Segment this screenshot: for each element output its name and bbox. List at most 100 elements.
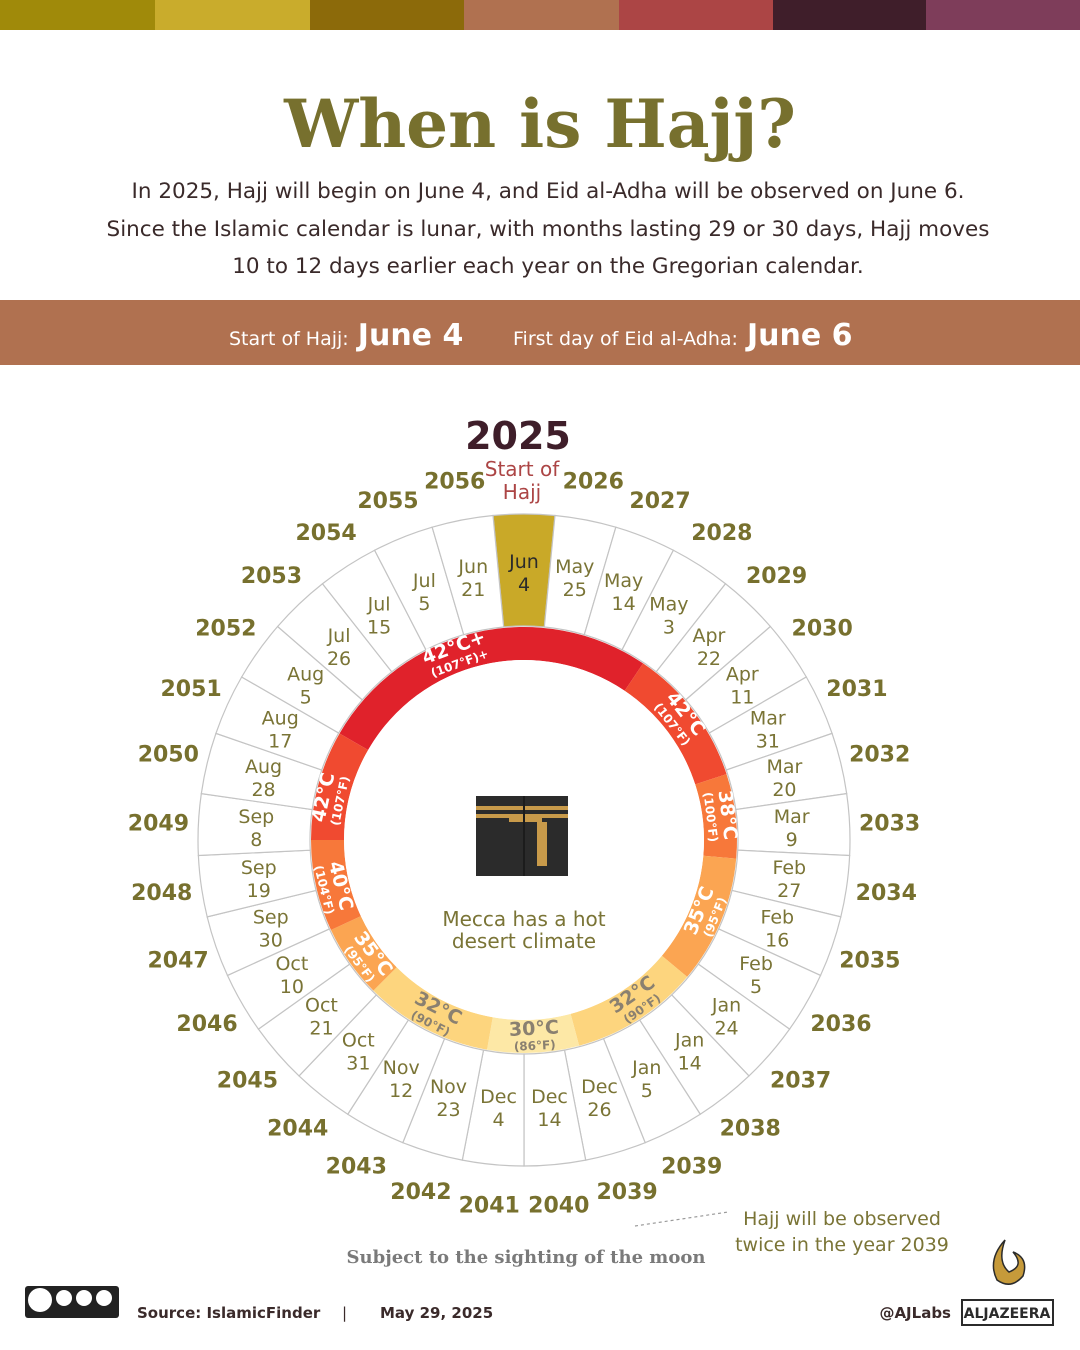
wheel: Jun4May252026May142027May32028Apr222029A… <box>128 470 920 1219</box>
segment-day: 8 <box>250 829 262 851</box>
temperature-band <box>624 663 727 785</box>
annotation: twice in the year 2039 <box>735 1234 949 1256</box>
temperature-celsius: 30°C <box>508 1016 559 1041</box>
segment-day: 14 <box>537 1109 561 1131</box>
year-label: 2048 <box>131 881 192 906</box>
segment-day: 4 <box>518 574 530 596</box>
annotation: Hajj will be observed <box>743 1208 941 1230</box>
segment-day: 5 <box>750 976 762 998</box>
temperature-fahrenheit: (86°F) <box>514 1038 557 1054</box>
segment-day: 26 <box>327 648 351 670</box>
segment-month: Nov <box>383 1057 420 1079</box>
banner-start: Start of Hajj: June 4 <box>229 318 463 353</box>
segment-month: Feb <box>760 907 794 929</box>
segment-day: 5 <box>418 593 430 615</box>
segment-day: 14 <box>612 593 636 615</box>
banner-date: June 4 <box>356 318 464 353</box>
description-line: In 2025, Hajj will begin on June 4, and … <box>132 179 965 204</box>
segment-day: 15 <box>367 617 391 639</box>
year-label: 2053 <box>241 564 302 589</box>
segment-day: 16 <box>765 930 789 952</box>
segment-day: 14 <box>678 1053 702 1075</box>
segment-month: Feb <box>772 857 806 879</box>
temperature-band <box>311 733 369 840</box>
cc-license-icon <box>25 1286 119 1318</box>
year-label: 2046 <box>176 1012 237 1037</box>
year-label: 2056 <box>424 470 485 495</box>
separator: | <box>342 1304 347 1322</box>
year-label: 2045 <box>217 1069 278 1094</box>
segment-month: May <box>604 570 643 592</box>
segment-day: 31 <box>346 1053 370 1075</box>
description-line: 10 to 12 days earlier each year on the G… <box>232 254 864 279</box>
segment-month: Mar <box>750 708 786 730</box>
segment-day: 23 <box>436 1099 460 1121</box>
segment-month: Sep <box>253 907 289 929</box>
temperature-label: 30°C(86°F) <box>508 1016 559 1054</box>
segment-day: 3 <box>663 617 675 639</box>
segment-day: 31 <box>756 731 780 753</box>
year-label: 2052 <box>195 617 256 642</box>
start-label: Hajj <box>503 480 541 504</box>
description-line: Since the Islamic calendar is lunar, wit… <box>107 217 990 242</box>
temperature-label: 38°C(100°F) <box>701 789 742 843</box>
segment-month: Jan <box>674 1030 704 1052</box>
handle: @AJLabs <box>879 1304 951 1322</box>
segment-month: Oct <box>342 1030 375 1052</box>
segment-month: Dec <box>531 1086 568 1108</box>
segment-month: Apr <box>726 664 759 686</box>
segment-month: Feb <box>739 953 773 975</box>
brand: ALJAZEERA <box>964 1306 1051 1322</box>
year-label: 2043 <box>326 1154 387 1179</box>
date-segment <box>431 514 505 636</box>
current-year: 2025 <box>465 414 571 458</box>
segment-day: 20 <box>772 779 796 801</box>
segment-day: 25 <box>563 579 587 601</box>
color-stripe <box>0 0 1080 30</box>
segment-month: Sep <box>241 857 277 879</box>
banner <box>0 300 1080 365</box>
segment-month: Mar <box>774 806 810 828</box>
segment-day: 28 <box>251 779 275 801</box>
center-text: Mecca has a hot <box>442 907 605 931</box>
segment-month: Jan <box>631 1057 661 1079</box>
center-text: desert climate <box>452 929 596 953</box>
segment-day: 12 <box>389 1080 413 1102</box>
temperature-band <box>661 855 737 977</box>
year-label: 2037 <box>770 1069 831 1094</box>
year-label: 2047 <box>148 949 209 974</box>
segment-day: 17 <box>268 731 292 753</box>
year-label: 2038 <box>720 1117 781 1142</box>
temperature-band <box>570 955 688 1046</box>
banner-eid: First day of Eid al-Adha: June 6 <box>513 318 853 353</box>
segment-month: Jul <box>327 625 351 647</box>
year-label: 2039 <box>661 1154 722 1179</box>
banner-label: Start of Hajj: <box>229 328 349 350</box>
segment-day: 5 <box>641 1080 653 1102</box>
segment-day: 9 <box>786 829 798 851</box>
start-label: Start of <box>485 457 560 481</box>
year-label: 2049 <box>128 812 189 837</box>
segment-month: Jun <box>457 556 488 578</box>
segment-month: Dec <box>480 1086 517 1108</box>
segment-month: May <box>555 556 594 578</box>
annotation-line <box>634 1211 729 1227</box>
segment-month: Nov <box>430 1076 467 1098</box>
segment-month: Mar <box>767 756 803 778</box>
date: May 29, 2025 <box>380 1304 493 1322</box>
segment-month: Aug <box>245 756 282 778</box>
segment-day: 4 <box>492 1109 504 1131</box>
year-label: 2026 <box>563 470 624 495</box>
year-label: 2051 <box>160 677 221 702</box>
temperature-band <box>311 840 361 931</box>
year-label: 2054 <box>296 521 357 546</box>
segment-month: Oct <box>275 953 308 975</box>
segment-month: May <box>649 594 688 616</box>
year-label: 2036 <box>810 1012 871 1037</box>
segment-month: Oct <box>305 995 338 1017</box>
temperature-band <box>373 967 493 1050</box>
segment-month: Apr <box>693 625 726 647</box>
year-label: 2032 <box>849 743 910 768</box>
year-label: 2044 <box>267 1117 328 1142</box>
segment-month: Dec <box>581 1076 618 1098</box>
